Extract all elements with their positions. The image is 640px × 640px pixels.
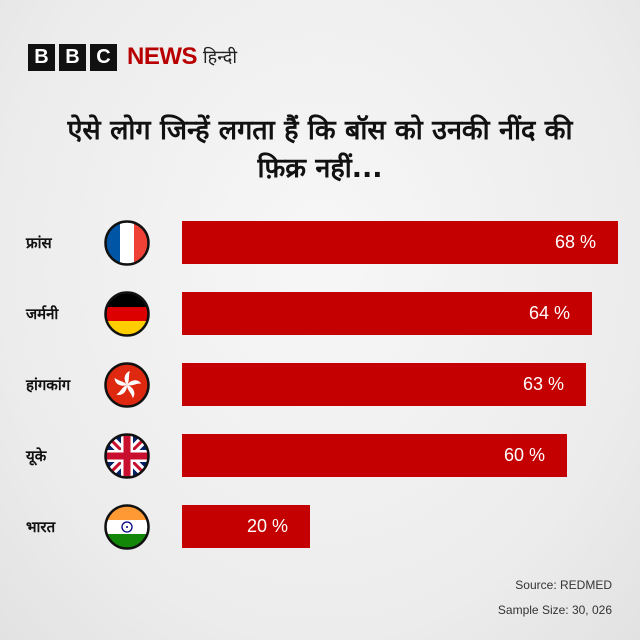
category-label: हांगकांग xyxy=(26,376,71,394)
germany-flag-icon xyxy=(104,291,150,341)
bar-value-label: 60 % xyxy=(503,445,545,465)
news-wordmark: NEWS xyxy=(127,43,198,70)
category-label: जर्मनी xyxy=(26,305,59,323)
source-note: Source: REDMED xyxy=(515,578,612,592)
bar: 20 % xyxy=(182,505,310,548)
bbc-logo-letter: C xyxy=(90,43,117,71)
hindi-wordmark: हिन्दी xyxy=(203,47,238,68)
chart-title: ऐसे लोग जिन्हें लगता हैं कि बॉस को उनकी … xyxy=(67,115,573,184)
bar: 63 % xyxy=(182,363,586,406)
bbc-logo-letter: B xyxy=(59,43,86,71)
bar: 60 % xyxy=(182,434,567,477)
category-label: फ्रांस xyxy=(26,234,52,252)
bar: 64 % xyxy=(182,292,592,335)
uk-flag-icon xyxy=(104,433,150,483)
bar-value-label: 64 % xyxy=(528,303,570,323)
category-label: यूके xyxy=(26,447,47,465)
category-label: भारत xyxy=(26,518,56,536)
hong-kong-flag-icon xyxy=(104,362,150,412)
bar-value-label: 68 % xyxy=(554,232,596,252)
bar: 68 % xyxy=(182,221,618,264)
bbc-logo-letter: B xyxy=(28,43,55,71)
france-flag-icon xyxy=(104,220,150,270)
bar-value-label: 20 % xyxy=(246,516,288,536)
sample-size-note: Sample Size: 30, 026 xyxy=(497,603,612,617)
bbc-news-hindi-logo: B B C NEWS हिन्दी xyxy=(28,40,237,74)
bar-value-label: 63 % xyxy=(522,374,564,394)
india-flag-icon xyxy=(104,504,150,554)
